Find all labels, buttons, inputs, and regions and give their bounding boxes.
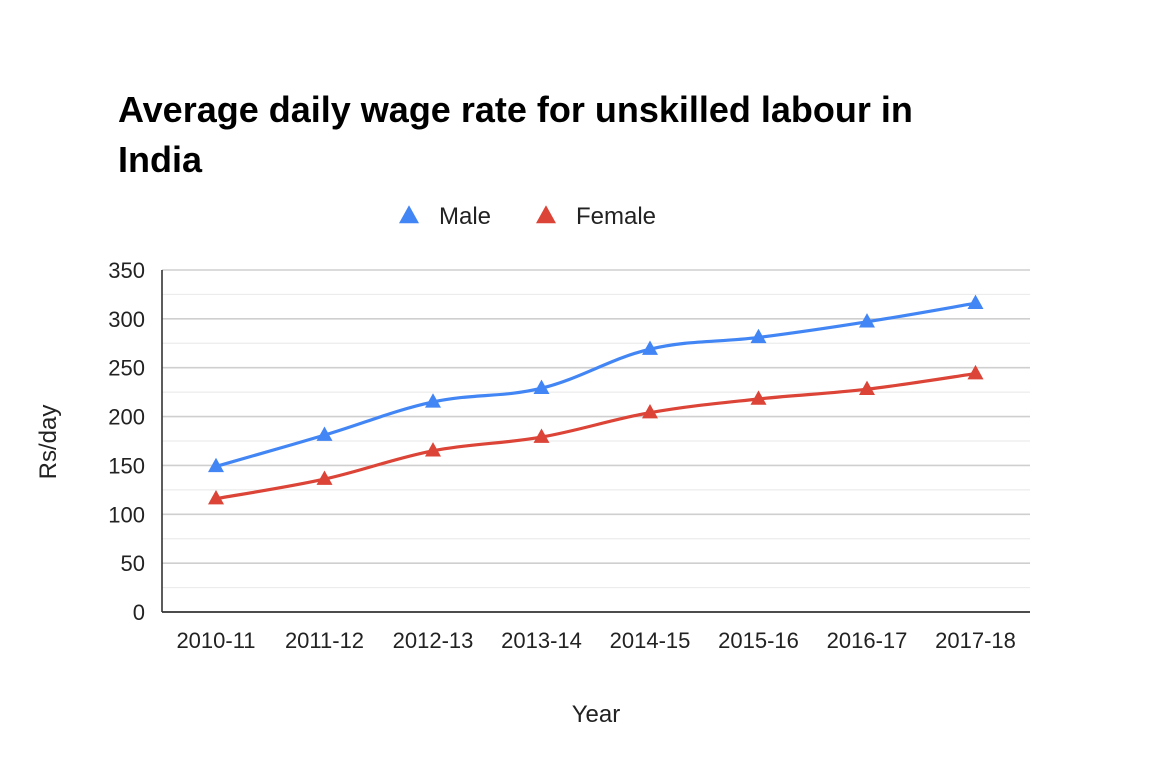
female-data-point xyxy=(533,428,550,443)
male-data-point xyxy=(967,294,984,309)
female-data-point xyxy=(425,442,441,457)
y-tick-label: 300 xyxy=(108,307,145,332)
gridlines xyxy=(162,269,1030,589)
series-lines xyxy=(214,301,978,501)
male-data-point xyxy=(750,328,767,344)
y-tick-label: 250 xyxy=(108,356,145,381)
y-tick-labels: 0 50 100 150 200 250 300 350 xyxy=(108,258,145,625)
female-data-point xyxy=(208,490,224,505)
legend-swatch-female xyxy=(536,205,556,224)
female-data-point xyxy=(316,470,333,485)
y-tick-label: 200 xyxy=(108,405,145,430)
x-tick-label: 2014-15 xyxy=(610,628,691,653)
legend-swatch-male xyxy=(399,205,419,224)
chart-title-line-2: India xyxy=(118,139,203,180)
female-data-point xyxy=(750,390,767,405)
axes xyxy=(161,270,1030,613)
x-axis-title: Year xyxy=(572,701,621,728)
legend-label-female: Female xyxy=(576,203,656,230)
female-data-point xyxy=(642,404,658,419)
y-tick-label: 150 xyxy=(108,453,145,478)
x-tick-label: 2016-17 xyxy=(827,628,908,653)
x-tick-labels: 2010-11 2011-12 2012-13 2013-14 2014-15 2015-… xyxy=(176,628,1015,653)
y-tick-label: 50 xyxy=(121,551,145,576)
male-data-point xyxy=(859,313,875,328)
male-data-point xyxy=(208,457,224,473)
female-series-line xyxy=(214,371,978,501)
y-tick-label: 100 xyxy=(108,502,145,527)
x-tick-label: 2013-14 xyxy=(501,628,582,653)
x-tick-label: 2012-13 xyxy=(393,628,474,653)
female-data-point xyxy=(859,380,875,395)
x-tick-label: 2010-11 xyxy=(176,628,255,653)
series-markers xyxy=(208,294,984,505)
male-data-point xyxy=(533,379,550,394)
y-tick-label: 350 xyxy=(108,258,145,283)
y-axis-title: Rs/day xyxy=(35,405,62,480)
x-tick-label: 2017-18 xyxy=(935,628,1016,653)
y-tick-label: 0 xyxy=(133,600,145,625)
female-data-point xyxy=(967,364,984,380)
legend-item-male: Male xyxy=(399,203,491,230)
male-data-point xyxy=(642,340,658,355)
chart-title: Average daily wage rate for unskilled la… xyxy=(118,89,913,180)
male-series-line xyxy=(214,301,978,469)
legend-label-male: Male xyxy=(439,203,491,230)
x-tick-label: 2015-16 xyxy=(718,628,799,653)
male-data-point xyxy=(316,426,333,441)
legend-item-female: Female xyxy=(536,203,656,230)
male-data-point xyxy=(425,393,441,408)
chart-title-line-1: Average daily wage rate for unskilled la… xyxy=(118,89,913,130)
legend: Male Female xyxy=(399,203,656,230)
x-tick-label: 2011-12 xyxy=(285,628,364,653)
